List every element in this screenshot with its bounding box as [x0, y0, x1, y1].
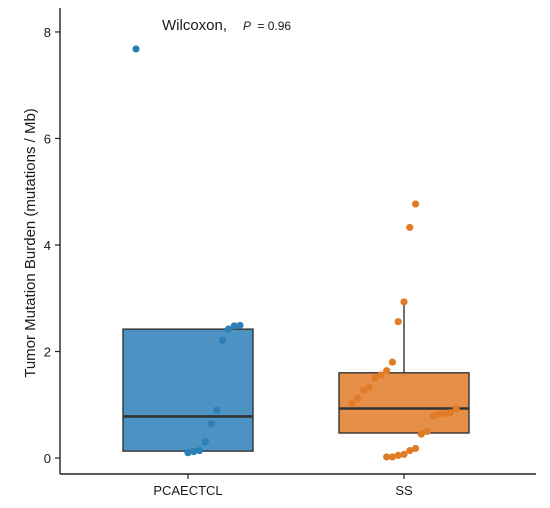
x-tick-label: PCAECTCL	[153, 483, 222, 498]
data-point	[377, 371, 385, 379]
y-tick-label: 2	[44, 345, 51, 360]
data-point	[348, 400, 356, 408]
stat-annotation: Wilcoxon, P = 0.96	[162, 17, 291, 34]
data-point	[388, 358, 397, 366]
p-symbol: P	[243, 19, 251, 33]
data-point	[184, 449, 192, 457]
data-point	[429, 412, 437, 420]
data-point	[423, 427, 431, 435]
x-tick-layer: PCAECTCL SS	[153, 474, 413, 498]
axis-layer	[59, 8, 536, 475]
data-point	[388, 453, 397, 461]
data-point	[230, 322, 238, 330]
data-point	[394, 451, 402, 459]
box-ss	[338, 303, 470, 434]
data-point	[219, 336, 227, 344]
data-point	[400, 450, 408, 458]
data-point	[394, 318, 402, 326]
data-point	[406, 223, 414, 232]
data-point	[207, 420, 215, 428]
x-tick-label: SS	[395, 483, 413, 498]
data-point	[435, 410, 443, 418]
data-point	[365, 383, 373, 391]
p-value-label: P = 0.96	[243, 19, 291, 33]
data-point	[195, 446, 204, 455]
data-point	[371, 374, 379, 382]
data-point	[354, 394, 362, 402]
point-layer	[132, 45, 460, 461]
data-point	[190, 448, 198, 456]
y-tick-label: 4	[44, 238, 51, 253]
y-tick-label: 0	[44, 451, 51, 466]
data-point	[213, 406, 221, 414]
p-value: = 0.96	[257, 19, 291, 33]
data-point	[417, 430, 425, 438]
data-point	[411, 200, 420, 208]
data-point	[359, 386, 368, 394]
y-tick-label: 8	[44, 25, 51, 40]
stat-test-label: Wilcoxon,	[162, 17, 227, 34]
box-body	[122, 328, 254, 452]
y-tick-layer: 0 2 4 6 8	[44, 25, 60, 466]
y-tick-label: 6	[44, 131, 51, 146]
data-point	[452, 405, 460, 413]
data-point	[446, 409, 454, 417]
data-point	[224, 325, 233, 333]
data-point	[236, 321, 244, 330]
data-point	[440, 409, 449, 417]
data-point	[383, 367, 391, 375]
y-axis-label: Tumor Mutation Burden (mutations / Mb)	[22, 108, 39, 378]
box-pcaectcl	[122, 328, 254, 452]
box-body	[338, 372, 470, 434]
data-point	[411, 444, 420, 453]
data-point	[201, 438, 209, 446]
data-point	[132, 45, 140, 53]
box-layer	[122, 303, 470, 452]
data-point	[383, 453, 391, 461]
data-point	[400, 298, 408, 306]
data-point	[406, 446, 414, 455]
